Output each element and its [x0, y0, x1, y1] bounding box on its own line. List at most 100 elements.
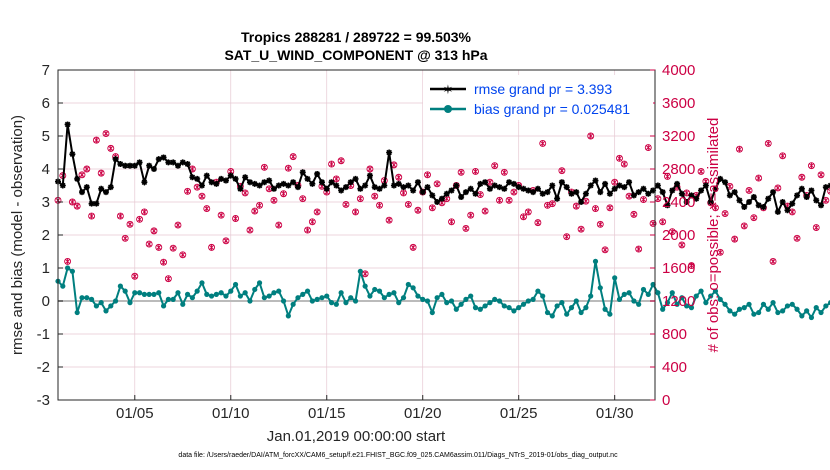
rmse-point	[510, 180, 517, 187]
obs-assimilated-point	[194, 184, 200, 191]
rmse-point	[443, 190, 450, 197]
obs-assimilated-point	[664, 173, 671, 180]
right-tick-label: 400	[662, 359, 687, 376]
obs-assimilated-point	[635, 246, 642, 253]
right-axis-ticks: 0 400 800 1200 1600 2000 2400 2800 3200 3600 4000	[650, 62, 695, 409]
rmse-point	[136, 159, 143, 166]
bias-point	[492, 296, 498, 302]
obs-assimilated-point	[679, 241, 685, 248]
rmse-point	[357, 185, 364, 192]
bias-point	[568, 305, 575, 311]
obs-assimilated-point	[103, 130, 109, 137]
rmse-point	[88, 200, 95, 207]
bias-point	[103, 308, 109, 314]
bias-point	[415, 293, 421, 299]
rmse-point	[429, 192, 436, 199]
bias-point	[458, 301, 464, 307]
legend-box	[423, 75, 653, 120]
bias-point	[242, 290, 248, 296]
bias-point	[300, 291, 306, 297]
rmse-point	[290, 179, 297, 186]
bias-point	[333, 301, 339, 307]
rmse-point	[213, 180, 220, 187]
rmse-point	[218, 175, 225, 182]
bias-point	[112, 298, 119, 304]
obs-assimilated-point	[597, 221, 604, 228]
left-tick-label: 6	[42, 95, 50, 112]
obs-assimilated-point	[755, 175, 762, 182]
left-tick-label: 5	[42, 128, 50, 145]
bias-point	[612, 275, 618, 281]
bias-point	[487, 300, 493, 306]
rmse-point	[798, 185, 805, 192]
obs-assimilated-point	[535, 219, 541, 226]
rmse-point	[626, 179, 633, 186]
obs-assimilated-point	[141, 208, 148, 215]
obs-assimilated-point	[74, 203, 80, 210]
obs-assimilated-point	[343, 201, 349, 208]
rmse-point	[818, 202, 825, 209]
rmse-point	[194, 175, 201, 182]
rmse-point	[496, 184, 503, 191]
bias-point	[511, 308, 517, 314]
obs-assimilated-point	[477, 191, 484, 198]
bias-point	[823, 303, 829, 309]
bias-point	[530, 296, 536, 302]
obs-assimilated-point	[429, 204, 436, 211]
rmse-point	[597, 189, 604, 196]
obs-assimilated-point	[611, 179, 618, 186]
bias-point	[74, 309, 80, 316]
bias-point	[319, 295, 325, 301]
obs-assimilated-point	[511, 189, 517, 196]
bias-point	[780, 308, 786, 314]
rmse-point	[530, 189, 537, 196]
rmse-point	[352, 175, 359, 182]
rmse-point	[294, 184, 301, 191]
obs-assimilated-point	[698, 168, 704, 175]
rmse-point	[299, 169, 306, 176]
rmse-point	[146, 162, 153, 169]
rmse-point	[803, 194, 810, 201]
obs-assimilated-point	[64, 258, 71, 265]
bias-point	[645, 291, 651, 297]
bias-point	[218, 290, 224, 296]
obs-assimilated-point	[808, 162, 815, 169]
bias-point	[132, 290, 138, 296]
rmse-point	[184, 161, 191, 168]
rmse-point	[155, 156, 162, 163]
bias-point	[727, 308, 733, 314]
rmse-point	[621, 184, 628, 191]
obs-assimilated-point	[607, 204, 613, 211]
obs-assimilated-point	[472, 168, 479, 175]
rmse-point	[304, 175, 311, 182]
obs-assimilated-point	[655, 195, 661, 202]
bias-point	[64, 265, 71, 271]
bias-point	[429, 309, 435, 316]
bias-point	[314, 296, 320, 302]
rmse-point	[587, 182, 594, 189]
bias-point	[372, 286, 378, 293]
obs-assimilated-point	[136, 216, 143, 223]
obs-assimilated-point	[328, 161, 335, 168]
bias-point	[290, 301, 296, 307]
bias-point	[453, 306, 459, 312]
bias-point	[444, 300, 450, 306]
bias-point	[751, 311, 757, 317]
rmse-point	[731, 189, 738, 196]
obs-assimilated-point	[491, 162, 498, 169]
rmse-point	[544, 189, 551, 196]
rmse-point	[328, 179, 335, 186]
rmse-point	[467, 185, 474, 192]
bias-point	[588, 293, 594, 299]
rmse-point	[554, 195, 561, 202]
bias-point	[631, 298, 637, 304]
obs-assimilated-point	[818, 171, 824, 178]
bias-point	[256, 280, 263, 286]
bias-point	[708, 293, 714, 299]
bias-point	[482, 303, 488, 309]
rmse-point	[784, 207, 791, 214]
rmse-point	[477, 180, 484, 187]
bias-point	[439, 291, 445, 297]
rmse-point	[640, 185, 647, 192]
